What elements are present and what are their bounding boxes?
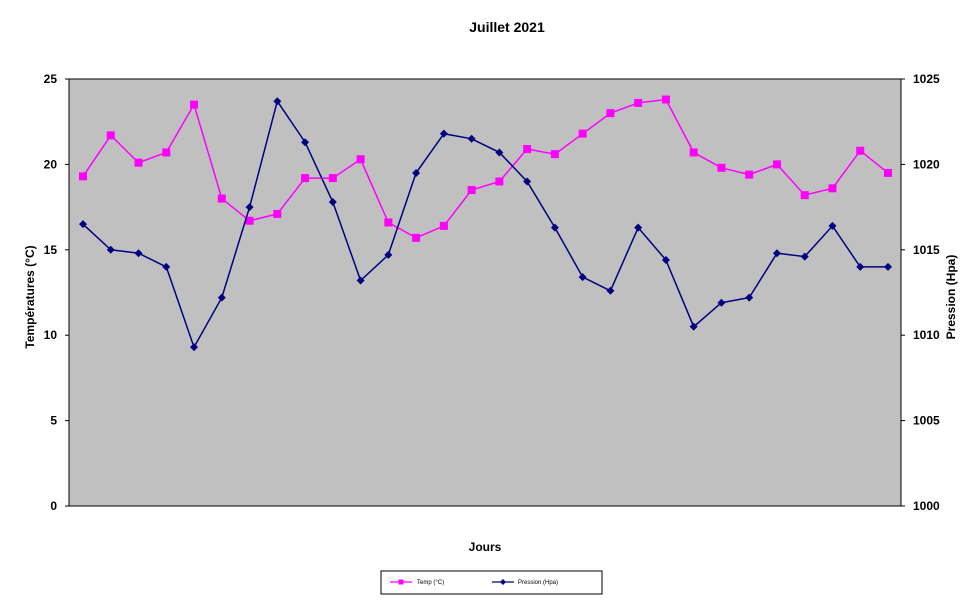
left-tick-label: 15: [44, 243, 58, 257]
data-point: [689, 322, 698, 331]
data-point: [661, 95, 670, 104]
data-point: [800, 191, 809, 200]
data-point: [772, 160, 781, 169]
right-tick-label: 1015: [913, 243, 940, 257]
data-point: [856, 146, 865, 155]
series-layer: [79, 95, 892, 352]
data-point: [717, 163, 726, 172]
data-point: [273, 209, 282, 218]
data-point: [578, 273, 587, 282]
series-line: [82, 98, 889, 239]
data-point: [523, 145, 532, 154]
right-y-ticks: 1000 1005 1010 1015 1020 1025: [901, 72, 940, 513]
left-y-ticks: 0 5 10 15 20 25: [44, 72, 69, 513]
data-point: [190, 343, 199, 352]
data-point: [884, 168, 892, 177]
data-point: [828, 221, 837, 230]
data-point: [134, 249, 143, 258]
data-point: [162, 262, 171, 271]
data-point: [800, 252, 809, 261]
data-point: [717, 298, 726, 307]
y-axis-left-title: Températures (°C): [23, 245, 37, 348]
data-point: [384, 250, 393, 259]
left-tick-label: 20: [44, 157, 58, 171]
left-tick-label: 0: [50, 499, 57, 513]
data-point: [828, 184, 837, 193]
data-point: [439, 221, 448, 230]
data-point: [495, 148, 504, 157]
left-tick-label: 25: [44, 72, 58, 86]
data-point: [106, 131, 115, 140]
data-point: [217, 293, 226, 302]
right-tick-label: 1025: [913, 72, 940, 86]
data-point: [550, 223, 559, 232]
data-point: [578, 129, 587, 138]
right-tick-label: 1010: [913, 328, 940, 342]
data-point: [467, 134, 476, 143]
data-point: [606, 109, 615, 118]
data-point: [745, 170, 754, 179]
data-point: [689, 148, 698, 157]
data-point: [412, 233, 421, 242]
legend-temp-marker: [398, 579, 404, 585]
data-point: [550, 150, 559, 159]
data-point: [467, 186, 476, 195]
x-axis-title: Jours: [469, 540, 502, 554]
series-temperature: [79, 95, 892, 242]
left-tick-label: 10: [44, 328, 58, 342]
data-point: [884, 262, 892, 271]
data-point: [273, 97, 282, 106]
data-point: [412, 168, 421, 177]
legend-pressure-marker: [500, 579, 506, 585]
data-point: [301, 174, 310, 183]
data-point: [384, 218, 393, 227]
legend-box: [380, 570, 603, 595]
data-point: [856, 262, 865, 271]
chart-title: Juillet 2021: [469, 19, 545, 35]
data-point: [134, 158, 143, 167]
data-point: [328, 174, 337, 183]
data-point: [661, 256, 670, 265]
legend: Temp (°C) Pression (Hpa): [380, 570, 603, 595]
data-point: [495, 177, 504, 186]
data-point: [162, 148, 171, 157]
data-point: [634, 223, 643, 232]
left-tick-label: 5: [50, 414, 57, 428]
series-line: [82, 99, 888, 350]
data-point: [217, 194, 226, 203]
data-point: [79, 220, 87, 229]
right-tick-label: 1020: [913, 157, 940, 171]
data-point: [606, 286, 615, 295]
data-point: [190, 100, 199, 109]
data-point: [772, 249, 781, 258]
legend-pressure-label: Pression (Hpa): [518, 580, 558, 586]
data-point: [745, 293, 754, 302]
data-point: [356, 155, 365, 164]
data-point: [301, 138, 310, 147]
legend-temp-label: Temp (°C): [417, 580, 444, 586]
plot-area: [68, 78, 902, 507]
data-point: [106, 245, 115, 254]
data-point: [328, 197, 337, 206]
right-tick-label: 1000: [913, 499, 940, 513]
data-point: [439, 129, 448, 138]
y-axis-right-title: Pression (Hpa): [944, 255, 958, 340]
data-point: [356, 276, 365, 285]
data-point: [523, 177, 532, 186]
data-point: [79, 172, 87, 181]
data-point: [245, 216, 254, 225]
data-point: [245, 203, 254, 212]
data-point: [634, 98, 643, 107]
right-tick-label: 1005: [913, 414, 940, 428]
series-pressure: [79, 97, 892, 352]
